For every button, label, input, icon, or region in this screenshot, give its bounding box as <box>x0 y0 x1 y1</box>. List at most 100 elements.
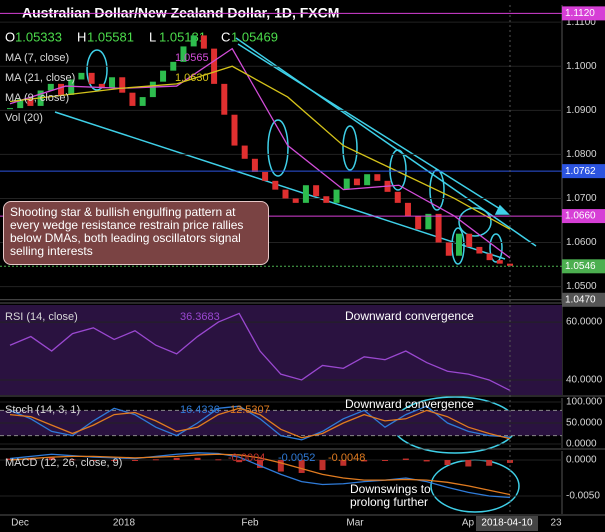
level-label: 1.0660 <box>565 211 596 222</box>
y-tick-label: 1.1100 <box>566 17 596 28</box>
candle <box>282 189 289 199</box>
candle <box>221 83 228 115</box>
candle <box>425 213 432 230</box>
histogram-bar <box>173 457 180 460</box>
legend-label: Vol (20) <box>5 112 43 124</box>
candle <box>27 99 34 106</box>
legend-value: 12.5307 <box>230 404 270 416</box>
series-line <box>9 452 511 499</box>
candle <box>160 70 167 82</box>
y-tick-label: 100.000 <box>566 397 603 408</box>
ohlc-value: 1.05469 <box>231 29 278 44</box>
histogram-bar <box>215 459 222 461</box>
candle <box>78 72 85 80</box>
band <box>0 305 562 395</box>
candle <box>119 77 126 93</box>
candle <box>435 213 442 243</box>
histogram-bar <box>236 460 243 463</box>
level-label: 1.0546 <box>565 261 596 272</box>
candle <box>68 79 75 95</box>
candle <box>272 180 279 190</box>
legend-value: -0.0004 <box>228 452 265 464</box>
chart-title: Australian Dollar/New Zealand Dollar, 1D… <box>22 5 339 21</box>
annotation: prolong further <box>350 495 428 509</box>
candle <box>200 35 207 49</box>
legend-label: MA (21, close) <box>5 72 75 84</box>
candle <box>211 48 218 84</box>
series-line <box>9 312 511 392</box>
ohlc-label: C <box>221 29 230 44</box>
candle <box>109 77 116 89</box>
x-tick-label: 2018 <box>113 518 136 529</box>
candle <box>333 189 340 203</box>
y-tick-label: 1.0500 <box>566 281 597 292</box>
y-tick-label: 1.0700 <box>566 193 597 204</box>
level-label: 1.0762 <box>565 166 596 177</box>
drawings <box>54 37 537 513</box>
candle <box>98 83 105 89</box>
panel-label: MACD (12, 26, close, 9) <box>5 457 122 469</box>
candle <box>170 61 177 71</box>
candle <box>302 185 309 203</box>
ohlc-value: 1.05333 <box>15 29 62 44</box>
candle <box>496 260 503 264</box>
ohlc-value: 1.05181 <box>159 29 206 44</box>
histogram-bar <box>444 460 451 466</box>
x-tick-label: Feb <box>241 518 259 529</box>
legend-value: 1.0565 <box>175 52 209 64</box>
legend-label: MA (7, close) <box>5 52 69 64</box>
candle <box>241 145 248 159</box>
candle <box>343 178 350 190</box>
histogram-bar <box>132 460 138 461</box>
cursor-label: 2018-04-10 <box>481 518 533 529</box>
candle <box>7 108 13 110</box>
y-tick-label: -0.0050 <box>566 491 600 502</box>
candle <box>394 191 401 203</box>
level-badge <box>562 259 605 274</box>
panel-label: RSI (14, close) <box>5 311 78 323</box>
candle <box>466 233 473 247</box>
histogram-bar <box>382 460 388 461</box>
y-tick-label: 1.0900 <box>566 105 597 116</box>
histogram-bar <box>340 460 347 466</box>
candle <box>476 246 483 254</box>
ohlc-value: 1.05581 <box>87 29 134 44</box>
candle <box>313 185 320 197</box>
x-tick-label: 23 <box>550 518 562 529</box>
histogram-bar <box>486 460 493 466</box>
candle <box>231 114 238 146</box>
candle <box>88 72 95 84</box>
histogram-bar <box>319 460 326 471</box>
candle <box>415 216 422 230</box>
candle <box>323 196 330 203</box>
legend-label: MA (9, close) <box>5 92 69 104</box>
level-badge <box>562 164 605 179</box>
series-line <box>9 407 511 440</box>
candle <box>190 35 197 47</box>
histogram-bar <box>48 457 55 460</box>
histogram-bar <box>7 458 13 460</box>
legend-value: -0.0048 <box>328 452 365 464</box>
y-tick-label: 1.0600 <box>566 237 597 248</box>
x-tick-label: Dec <box>11 518 29 529</box>
candle <box>507 263 513 266</box>
x-tick-label: Mar <box>346 518 364 529</box>
candle <box>149 81 156 98</box>
y-tick-label: 1.1000 <box>566 61 597 72</box>
ohlc-label: O <box>5 29 15 44</box>
y-tick-label: 50.0000 <box>566 418 603 429</box>
histogram-bar <box>152 459 159 461</box>
histogram-bar <box>90 460 97 461</box>
x-tick-label: Ap <box>462 518 475 529</box>
candle <box>292 198 299 203</box>
histogram-bar <box>298 460 305 473</box>
candle <box>180 46 187 62</box>
legend-value: 16.4336 <box>180 404 220 416</box>
histogram-bar <box>277 460 284 472</box>
histogram-bar <box>402 458 409 460</box>
series-line <box>9 405 511 441</box>
series-line <box>9 65 511 230</box>
y-tick-label: 40.0000 <box>566 375 603 386</box>
